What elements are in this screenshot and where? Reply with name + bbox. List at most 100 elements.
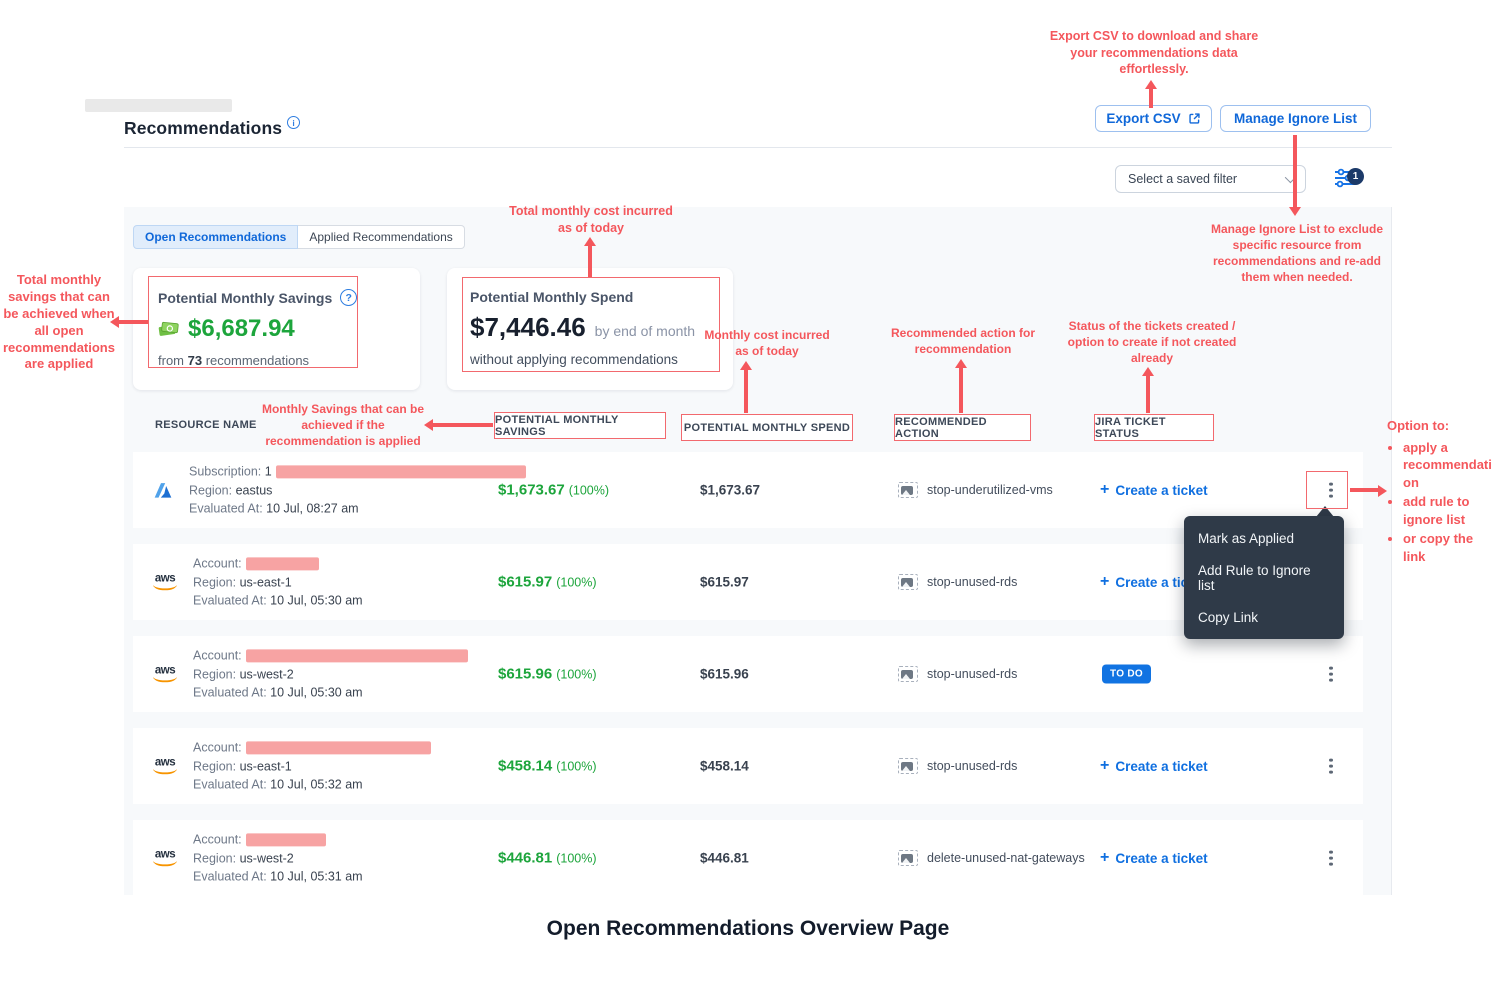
savings-value: $1,673.67 xyxy=(498,481,565,499)
redacted-resource-id xyxy=(245,833,326,847)
action-value: stop-underutilized-vms xyxy=(927,483,1053,497)
tab-applied-recommendations[interactable]: Applied Recommendations xyxy=(298,225,465,249)
figure-caption: Open Recommendations Overview Page xyxy=(546,917,950,940)
filter-button[interactable]: 1 xyxy=(1333,167,1373,193)
resource-id-prefix: 1 xyxy=(264,464,272,479)
action-image-icon xyxy=(898,850,918,866)
annotation-jira-note: Status of the tickets created / option t… xyxy=(1067,319,1237,365)
manage-ignore-list-button[interactable]: Manage Ignore List xyxy=(1220,105,1371,132)
annotation-spend-top-note: Total monthly cost incurred as of today xyxy=(509,204,673,235)
create-ticket-link[interactable]: + Create a ticket xyxy=(1100,849,1208,867)
annotation-arrow xyxy=(744,370,748,413)
annotation-manage-note: Manage Ignore List to exclude specific r… xyxy=(1210,222,1384,284)
aws-icon: aws xyxy=(152,757,178,775)
annotation-arrow xyxy=(1350,488,1380,492)
annotation-options-note: Option to: apply a recommendation add ru… xyxy=(1387,417,1494,567)
export-csv-button[interactable]: Export CSV xyxy=(1095,105,1212,132)
annotation-arrow xyxy=(1146,376,1150,413)
spend-value: $458.14 xyxy=(700,758,749,774)
action-value: stop-unused-rds xyxy=(927,759,1018,773)
manage-ignore-list-label: Manage Ignore List xyxy=(1233,111,1358,126)
row-kebab-menu-button[interactable] xyxy=(1317,482,1345,498)
page-title: Recommendations i xyxy=(124,116,301,139)
saved-filter-placeholder: Select a saved filter xyxy=(1128,172,1238,186)
export-csv-label: Export CSV xyxy=(1106,111,1181,126)
region-value: us-east-1 xyxy=(239,759,292,774)
spend-value: $615.96 xyxy=(700,666,749,682)
annotation-arrow xyxy=(1289,207,1301,216)
annotation-monthly-cost-note: Monthly cost incurred as of today xyxy=(704,328,830,358)
evaluated-label: Evaluated At: xyxy=(193,593,267,608)
saved-filter-select[interactable]: Select a saved filter xyxy=(1115,165,1306,193)
annotation-arrow xyxy=(1149,89,1153,108)
resource-id-label: Account: xyxy=(193,556,242,571)
menu-item-add-rule-ignore-list[interactable]: Add Rule to Ignore list xyxy=(1198,562,1311,593)
savings-value: $446.81 xyxy=(498,849,553,867)
annotation-arrow xyxy=(433,423,493,427)
resource-id-label: Account: xyxy=(193,648,242,663)
region-value: us-west-2 xyxy=(239,667,294,682)
annotation-arrow xyxy=(740,361,752,370)
evaluated-value: 10 Jul, 05:30 am xyxy=(270,685,363,700)
table-row: aws Account: Region: us-west-2 Evaluated… xyxy=(133,636,1363,712)
menu-item-mark-as-applied[interactable]: Mark as Applied xyxy=(1198,530,1295,546)
action-value: delete-unused-nat-gateways xyxy=(927,851,1085,865)
jira-status-badge[interactable]: TO DO xyxy=(1102,664,1151,684)
tab-open-recommendations[interactable]: Open Recommendations xyxy=(133,225,299,249)
annotation-export-note: Export CSV to download and share your re… xyxy=(1049,29,1259,77)
aws-icon: aws xyxy=(152,665,178,683)
region-label: Region: xyxy=(193,759,237,774)
column-header-potential-monthly-savings: POTENTIAL MONTHLY SAVINGS xyxy=(494,412,666,439)
context-menu-caret xyxy=(1316,506,1334,517)
plus-icon: + xyxy=(1100,573,1110,590)
evaluated-label: Evaluated At: xyxy=(193,777,267,792)
action-image-icon xyxy=(898,574,918,590)
annotation-arrow xyxy=(584,237,596,246)
kebab-icon xyxy=(1329,758,1333,774)
action-value: stop-unused-rds xyxy=(927,667,1018,681)
potential-monthly-savings-card: Potential Monthly Savings ? $6,687.94 fr… xyxy=(133,268,420,390)
column-header-jira-ticket-status: JIRA TICKET STATUS xyxy=(1094,414,1214,441)
savings-percent: (100%) xyxy=(556,851,597,866)
annotation-arrow xyxy=(1145,80,1157,89)
annotation-options-title: Option to: xyxy=(1387,418,1450,433)
table-row: aws Account: Region: us-east-1 Evaluated… xyxy=(133,728,1363,804)
aws-icon: aws xyxy=(152,573,178,591)
create-ticket-label: Create a ticket xyxy=(1115,482,1208,498)
redacted-resource-id xyxy=(245,649,468,663)
kebab-icon xyxy=(1329,850,1333,866)
row-context-menu: Mark as Applied Add Rule to Ignore list … xyxy=(1184,516,1344,639)
menu-item-copy-link[interactable]: Copy Link xyxy=(1198,609,1259,625)
row-kebab-menu-button[interactable] xyxy=(1317,758,1345,774)
plus-icon: + xyxy=(1100,757,1110,774)
evaluated-value: 10 Jul, 05:30 am xyxy=(270,593,363,608)
header-divider xyxy=(124,147,1392,148)
savings-percent: (100%) xyxy=(556,667,597,682)
help-icon[interactable]: ? xyxy=(340,289,358,306)
create-ticket-link[interactable]: + Create a ticket xyxy=(1100,757,1208,775)
evaluated-label: Evaluated At: xyxy=(193,869,267,884)
savings-value: $615.97 xyxy=(498,573,553,591)
external-link-icon xyxy=(1188,113,1200,124)
page-title-text: Recommendations xyxy=(124,118,283,138)
savings-sub-suffix: recommendations xyxy=(205,353,310,368)
row-kebab-menu-button[interactable] xyxy=(1317,666,1345,682)
redacted-resource-id xyxy=(245,741,431,755)
redacted-resource-id xyxy=(245,557,319,571)
kebab-icon xyxy=(1329,666,1333,682)
info-icon[interactable]: i xyxy=(287,116,301,129)
resource-id-label: Account: xyxy=(193,832,242,847)
table-row: aws Account: Region: us-west-2 Evaluated… xyxy=(133,820,1363,896)
region-label: Region: xyxy=(193,851,237,866)
create-ticket-link[interactable]: + Create a ticket xyxy=(1100,481,1208,499)
annotation-arrow xyxy=(1142,367,1154,376)
row-kebab-menu-button[interactable] xyxy=(1317,850,1345,866)
spend-amount: $7,446.46 xyxy=(470,312,586,342)
annotation-option-item: or copy the link xyxy=(1403,530,1494,565)
savings-count: 73 xyxy=(187,353,203,368)
resource-id-label: Subscription: xyxy=(189,464,262,479)
region-label: Region: xyxy=(189,483,233,498)
annotation-left-savings-note: Total monthly savings that can be achiev… xyxy=(3,272,115,372)
column-header-resource-name: RESOURCE NAME xyxy=(155,419,257,431)
